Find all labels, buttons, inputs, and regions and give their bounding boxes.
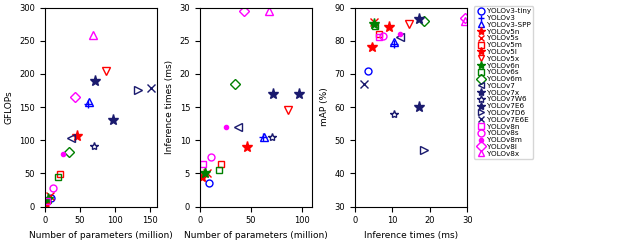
X-axis label: Inference times (ms): Inference times (ms) (364, 231, 458, 240)
X-axis label: Number of parameters (million): Number of parameters (million) (184, 231, 328, 240)
Legend: YOLOv3-tiny, YOLOv3, YOLOv3-SPP, YOLOv5n, YOLOv5s, YOLOv5m, YOLOv5l, YOLOv5x, YO: YOLOv3-tiny, YOLOv3, YOLOv3-SPP, YOLOv5n… (474, 6, 533, 159)
Y-axis label: GFLOPs: GFLOPs (4, 90, 13, 124)
X-axis label: Number of parameters (million): Number of parameters (million) (29, 231, 173, 240)
Y-axis label: Inference times (ms): Inference times (ms) (165, 60, 174, 154)
Y-axis label: mAP (%): mAP (%) (320, 88, 329, 127)
